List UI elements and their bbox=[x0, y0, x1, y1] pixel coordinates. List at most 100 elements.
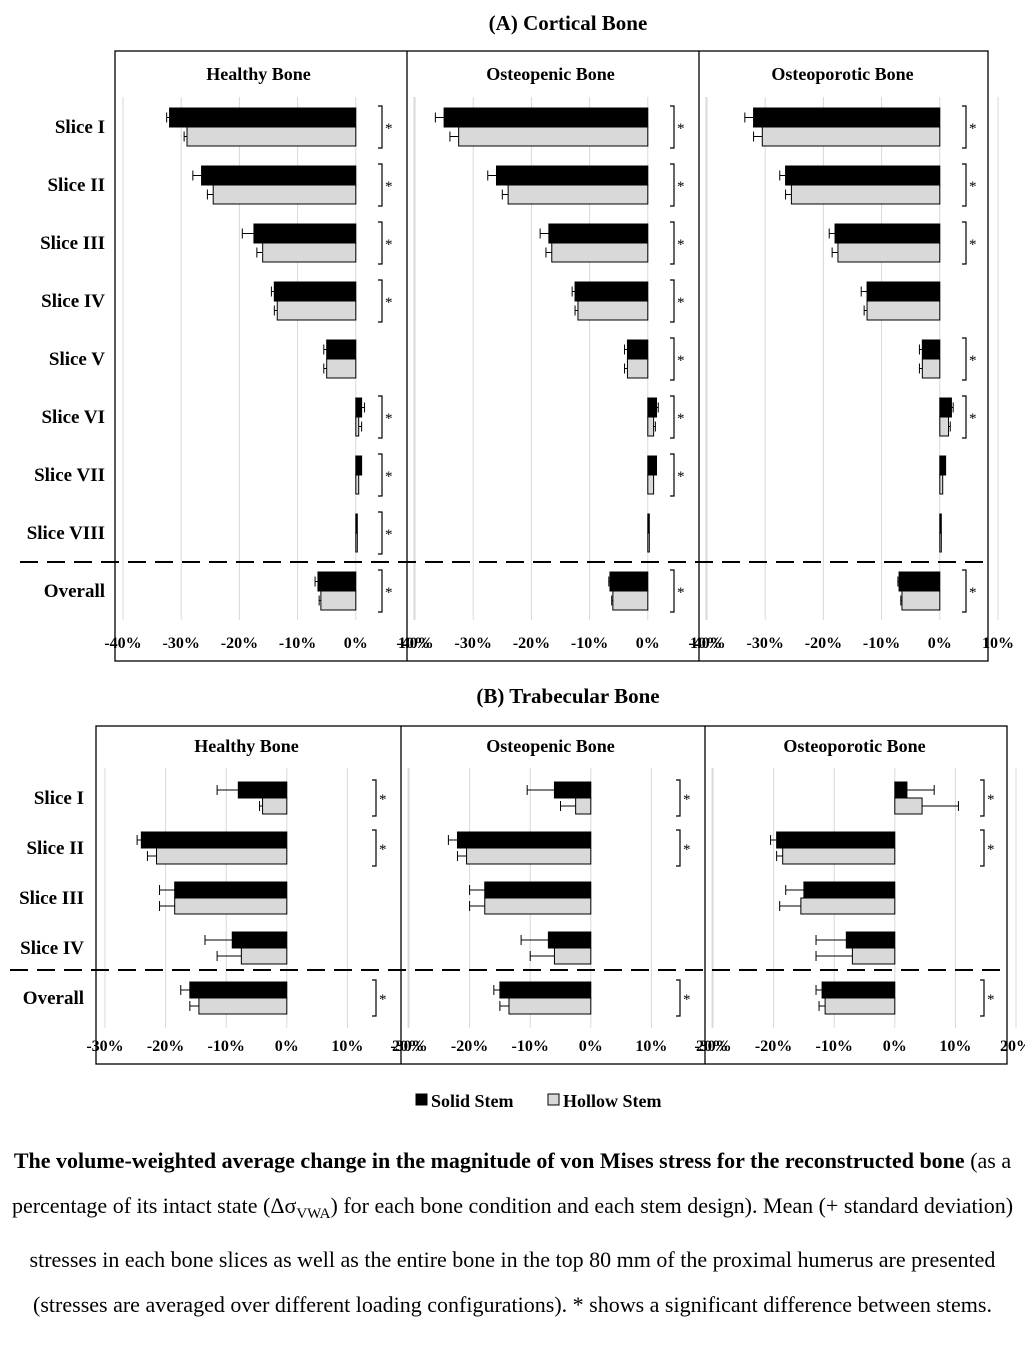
trabecular-osteoporotic-bone-title: Osteoporotic Bone bbox=[783, 736, 925, 756]
trabecular-healthy-bone-hollow-bar bbox=[156, 847, 288, 865]
cortical-healthy-bone-solid-bar bbox=[169, 107, 357, 128]
cortical-row-label: Slice VI bbox=[41, 407, 105, 428]
cortical-osteopenic-bone-significance-bracket bbox=[670, 279, 675, 323]
cortical-healthy-bone-tick-label: -10% bbox=[279, 635, 316, 652]
trabecular-healthy-bone-significance-star: * bbox=[379, 992, 387, 1008]
caption-part2: ) for each bone condition and each stem … bbox=[29, 1193, 1014, 1317]
trabecular-row-label: Slice I bbox=[34, 788, 84, 809]
legend-hollow-label: Hollow Stem bbox=[563, 1091, 662, 1111]
cortical-osteoporotic-bone-tick-label: -40% bbox=[688, 635, 725, 652]
trabecular-healthy-bone-solid-bar bbox=[189, 981, 288, 999]
cortical-osteoporotic-bone-significance-bracket bbox=[962, 105, 967, 149]
cortical-osteoporotic-bone-tick-label: -10% bbox=[863, 635, 900, 652]
cortical-osteoporotic-bone-hollow-bar bbox=[790, 184, 941, 205]
trabecular-osteoporotic-bone-hollow-bar bbox=[782, 847, 896, 865]
trabecular-healthy-bone-solid-bar bbox=[231, 931, 288, 949]
trabecular-osteopenic-bone-significance-star: * bbox=[683, 842, 691, 858]
cortical-healthy-bone-hollow-bar bbox=[320, 590, 357, 611]
cortical-osteoporotic-bone-significance-star: * bbox=[969, 585, 977, 601]
caption-bold: The volume-weighted average change in th… bbox=[13, 1148, 965, 1173]
cortical-healthy-bone-title: Healthy Bone bbox=[206, 64, 311, 84]
trabecular-osteoporotic-bone-solid-bar bbox=[776, 831, 896, 849]
cortical-osteopenic-bone-hollow-bar bbox=[647, 416, 655, 437]
cortical-healthy-bone-significance-star: * bbox=[385, 527, 393, 543]
trabecular-osteoporotic-bone-hollow-bar bbox=[824, 997, 896, 1015]
cortical-healthy-bone-solid-bar bbox=[273, 281, 357, 302]
trabecular-osteopenic-bone-tick-label: -20% bbox=[451, 1038, 488, 1055]
trabecular-osteopenic-bone-solid-bar bbox=[456, 831, 592, 849]
trabecular-healthy-bone-tick-label: 0% bbox=[275, 1038, 299, 1055]
cortical-osteopenic-bone-significance-bracket bbox=[670, 221, 675, 265]
trabecular-osteoporotic-bone-tick-label: 10% bbox=[939, 1038, 971, 1055]
cortical-osteoporotic-bone-significance-bracket bbox=[962, 221, 967, 265]
trabecular-healthy-bone-solid-bar bbox=[140, 831, 288, 849]
trabecular-osteopenic-bone-significance-bracket bbox=[676, 979, 681, 1017]
trabecular-osteoporotic-bone-tick-label: -30% bbox=[694, 1038, 731, 1055]
trabecular-osteoporotic-bone-significance-bracket bbox=[980, 829, 985, 867]
cortical-row-label: Overall bbox=[44, 581, 105, 602]
trabecular-osteopenic-bone-hollow-bar bbox=[466, 847, 592, 865]
cortical-healthy-bone-significance-bracket bbox=[378, 453, 383, 497]
cortical-osteoporotic-bone-hollow-bar bbox=[939, 474, 944, 495]
cortical-healthy-bone-tick-label: 0% bbox=[344, 635, 368, 652]
cortical-osteoporotic-bone-hollow-bar bbox=[837, 242, 941, 263]
cortical-osteoporotic-bone-solid-bar bbox=[753, 107, 941, 128]
cortical-healthy-bone-hollow-bar bbox=[326, 358, 357, 379]
trabecular-osteopenic-bone-tick-label: -10% bbox=[512, 1038, 549, 1055]
cortical-row-label: Slice IV bbox=[41, 291, 105, 312]
cortical-osteoporotic-bone-significance-star: * bbox=[969, 411, 977, 427]
cortical-osteopenic-bone-significance-star: * bbox=[677, 353, 685, 369]
cortical-osteoporotic-bone-hollow-bar bbox=[866, 300, 941, 321]
cortical-healthy-bone-significance-bracket bbox=[378, 163, 383, 207]
trabecular-osteopenic-bone-tick-label: 10% bbox=[635, 1038, 667, 1055]
cortical-osteoporotic-bone-significance-bracket bbox=[962, 569, 967, 613]
cortical-osteopenic-bone-significance-bracket bbox=[670, 453, 675, 497]
cortical-row-label: Slice VIII bbox=[27, 523, 105, 544]
cortical-osteopenic-bone-hollow-bar bbox=[647, 532, 650, 553]
trabecular-osteoporotic-bone-tick-label: -10% bbox=[816, 1038, 853, 1055]
cortical-healthy-bone-solid-bar bbox=[355, 455, 363, 476]
cortical-osteoporotic-bone-significance-bracket bbox=[962, 337, 967, 381]
trabecular-osteoporotic-bone-significance-bracket bbox=[980, 779, 985, 817]
cortical-osteopenic-bone-solid-bar bbox=[647, 455, 658, 476]
figure: (A) Cortical Bone Healthy Bone -40% -30% -20… bbox=[10, 11, 1025, 1111]
trabecular-osteoporotic-bone-hollow-bar bbox=[800, 897, 896, 915]
cortical-osteoporotic-bone-significance-bracket bbox=[962, 163, 967, 207]
caption-subscript: VWA bbox=[296, 1206, 331, 1222]
cortical-osteoporotic-bone-hollow-bar bbox=[939, 532, 942, 553]
cortical-osteopenic-bone-solid-bar bbox=[495, 165, 649, 186]
cortical-osteopenic-bone-solid-bar bbox=[548, 223, 649, 244]
trabecular-healthy-bone-solid-bar bbox=[237, 781, 288, 799]
trabecular-osteoporotic-bone-tick-label: 20% bbox=[1000, 1038, 1025, 1055]
trabecular-healthy-bone-tick-label: -20% bbox=[147, 1038, 184, 1055]
cortical-healthy-bone-tick-label: -20% bbox=[221, 635, 258, 652]
trabecular-healthy-bone-tick-label: -10% bbox=[208, 1038, 245, 1055]
trabecular-osteopenic-bone-tick-label: 0% bbox=[579, 1038, 603, 1055]
cortical-row-label: Slice VII bbox=[34, 465, 105, 486]
trabecular-osteoporotic-bone-significance-bracket bbox=[980, 979, 985, 1017]
cortical-osteopenic-bone-significance-bracket bbox=[670, 337, 675, 381]
cortical-healthy-bone-significance-bracket bbox=[378, 105, 383, 149]
cortical-healthy-bone-significance-bracket bbox=[378, 221, 383, 265]
cortical-osteopenic-bone-solid-bar bbox=[574, 281, 649, 302]
cortical-osteoporotic-bone-significance-star: * bbox=[969, 121, 977, 137]
trabecular-healthy-bone-solid-bar bbox=[174, 881, 288, 899]
cortical-healthy-bone-tick-label: -40% bbox=[104, 635, 141, 652]
trabecular-osteopenic-bone-hollow-bar bbox=[575, 797, 592, 815]
figure-caption: The volume-weighted average change in th… bbox=[10, 1138, 1015, 1327]
trabecular-osteopenic-bone-hollow-bar bbox=[484, 897, 592, 915]
cortical-osteoporotic-bone-significance-bracket bbox=[962, 395, 967, 439]
trabecular-row-label: Slice II bbox=[26, 838, 84, 859]
trabecular-osteopenic-bone-significance-star: * bbox=[683, 792, 691, 808]
trabecular-osteopenic-bone-solid-bar bbox=[484, 881, 592, 899]
trabecular-healthy-bone-tick-label: 20% bbox=[392, 1038, 424, 1055]
cortical-healthy-bone-solid-bar bbox=[201, 165, 357, 186]
trabecular-osteopenic-bone-solid-bar bbox=[547, 931, 592, 949]
trabecular-osteoporotic-bone-solid-bar bbox=[845, 931, 896, 949]
cortical-osteopenic-bone-significance-bracket bbox=[670, 105, 675, 149]
cortical-osteopenic-bone-significance-star: * bbox=[677, 237, 685, 253]
cortical-osteoporotic-bone-solid-bar bbox=[866, 281, 941, 302]
cortical-osteopenic-bone-significance-bracket bbox=[670, 569, 675, 613]
cortical-osteopenic-bone-significance-bracket bbox=[670, 163, 675, 207]
cortical-healthy-bone-solid-bar bbox=[355, 397, 363, 418]
